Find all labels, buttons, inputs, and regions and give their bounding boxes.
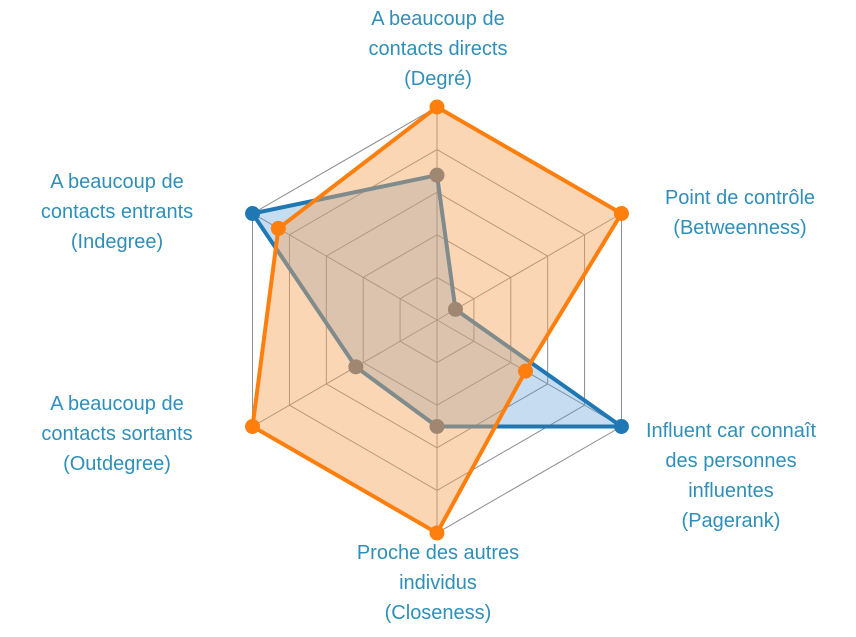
grid-spoke <box>436 213 622 321</box>
axis-label-line: contacts entrants <box>40 201 194 223</box>
axis-label-line: contacts sortants <box>41 423 193 445</box>
axis-label-line: (Betweenness) <box>673 217 807 239</box>
data-point <box>270 220 286 236</box>
data-point <box>429 99 445 115</box>
data-point <box>245 419 261 434</box>
axis-label-line: individus <box>399 572 477 594</box>
axis-label-line: A beaucoup de <box>50 171 184 193</box>
axis-label-line: (Outdegree) <box>63 453 171 475</box>
axis-label-line: (Pagerank) <box>681 510 781 532</box>
axis-label-degre: A beaucoup de contacts directs (Degré) <box>338 4 538 94</box>
series-2 <box>245 99 629 541</box>
axis-label-line: influentes <box>688 480 774 502</box>
series-area <box>250 105 624 535</box>
axis-label-line: (Degré) <box>404 68 472 90</box>
axis-label-closeness: Proche des autres individus (Closeness) <box>338 538 538 628</box>
data-point <box>613 206 629 221</box>
axis-label-outdegree: A beaucoup de contacts sortants (Outdegr… <box>12 389 222 479</box>
axis-label-betweenness: Point de contrôle (Betweenness) <box>640 183 840 243</box>
axis-label-pagerank: Influent car connaît des personnes influ… <box>626 416 836 536</box>
axis-label-line: (Closeness) <box>384 602 492 624</box>
data-point <box>429 167 445 183</box>
axis-label-line: A beaucoup de <box>371 8 505 30</box>
data-point <box>429 419 445 434</box>
axis-label-line: Point de contrôle <box>664 187 816 209</box>
axis-label-indegree: A beaucoup de contacts entrants (Indegre… <box>12 167 222 257</box>
data-point <box>518 363 534 379</box>
axis-label-line: (Indegree) <box>70 231 164 253</box>
data-point <box>613 419 629 434</box>
axis-label-line: contacts directs <box>368 38 508 60</box>
axis-label-line: des personnes <box>665 450 797 472</box>
data-point <box>429 525 445 541</box>
data-point <box>245 206 261 221</box>
data-point <box>447 301 463 317</box>
axis-label-line: A beaucoup de <box>50 393 184 415</box>
grid-spoke <box>252 319 438 427</box>
data-point <box>348 359 364 375</box>
axis-label-line: Influent car connaît <box>645 420 817 442</box>
axis-label-line: Proche des autres <box>356 542 520 564</box>
radar-series-layer <box>245 99 629 541</box>
